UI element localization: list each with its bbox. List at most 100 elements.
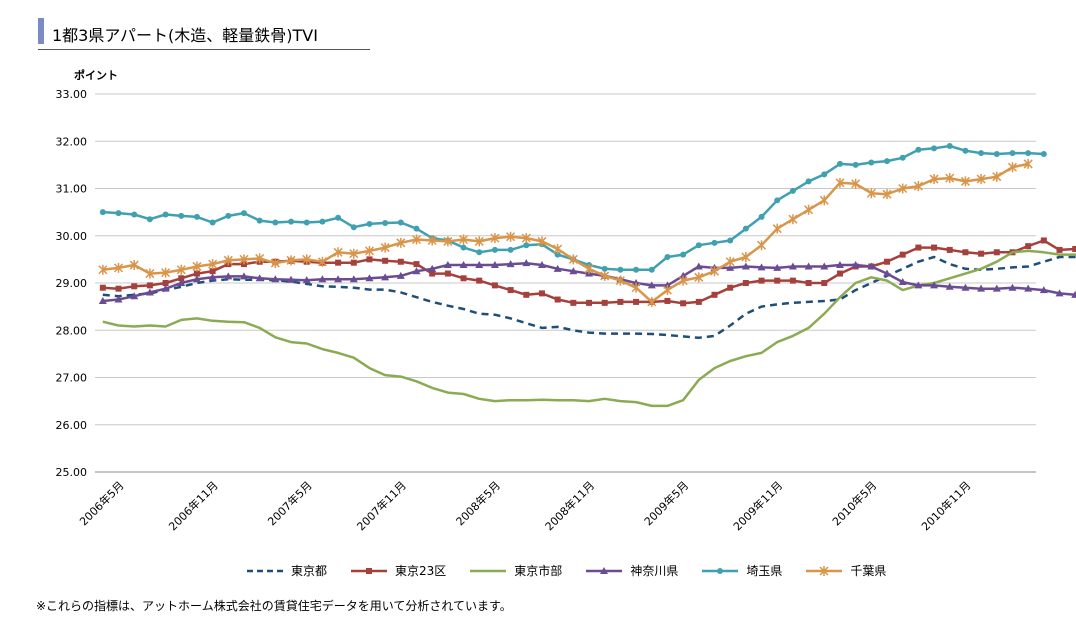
data-point <box>836 270 843 277</box>
data-point <box>805 178 812 185</box>
data-point <box>568 254 578 265</box>
data-point <box>178 275 185 282</box>
data-point <box>113 262 124 273</box>
data-point <box>302 254 312 265</box>
data-point <box>633 266 640 273</box>
data-point <box>633 298 640 305</box>
data-point <box>758 277 765 284</box>
data-point <box>523 291 530 298</box>
data-point <box>397 219 404 226</box>
data-point <box>773 263 782 271</box>
data-point <box>664 254 671 261</box>
y-tick-label: 26.00 <box>56 419 88 432</box>
data-point <box>883 269 892 277</box>
x-tick-label: 2009年5月 <box>641 478 691 528</box>
legend-swatch <box>806 565 843 576</box>
data-point <box>476 249 483 256</box>
data-point <box>554 296 561 303</box>
data-point <box>1025 243 1032 250</box>
data-point <box>427 235 437 246</box>
data-point <box>208 273 217 281</box>
data-point <box>412 267 421 275</box>
data-point <box>992 284 1001 292</box>
data-point <box>993 249 1000 256</box>
data-point <box>475 261 484 269</box>
data-point <box>962 147 969 154</box>
data-point <box>491 282 498 289</box>
data-point <box>380 242 390 253</box>
y-axis-label: ポイント <box>74 68 118 82</box>
data-point <box>474 236 484 247</box>
data-point <box>115 285 122 292</box>
data-point <box>774 277 781 284</box>
data-point <box>1009 150 1016 157</box>
data-point <box>569 267 578 275</box>
y-tick-label: 28.00 <box>56 324 88 337</box>
data-point <box>255 274 264 282</box>
chart-title: 1都3県アパート(木造、軽量鉄骨)TVI <box>52 26 318 45</box>
data-point <box>225 212 232 219</box>
data-point <box>631 282 641 293</box>
data-point <box>1007 162 1018 173</box>
y-tick-label: 27.00 <box>56 372 88 385</box>
data-point <box>884 258 891 265</box>
y-tick-label: 25.00 <box>56 466 88 479</box>
data-point <box>617 266 624 273</box>
y-tick-label: 30.00 <box>56 230 88 243</box>
data-point <box>537 261 546 269</box>
data-point <box>1040 151 1047 158</box>
data-point <box>600 566 609 574</box>
legend-item: 東京都 <box>245 562 327 579</box>
data-point <box>429 270 436 277</box>
legend-item: 千葉県 <box>804 562 886 579</box>
data-point <box>443 261 452 269</box>
data-point <box>695 298 702 305</box>
data-point <box>114 295 123 303</box>
title-underline <box>38 49 370 50</box>
series-path <box>102 162 1029 304</box>
data-point <box>961 283 970 291</box>
data-point <box>459 261 468 269</box>
data-point <box>899 154 906 161</box>
legend-swatch <box>702 567 739 574</box>
data-point <box>396 271 405 279</box>
data-point <box>914 281 923 289</box>
data-point <box>694 272 704 283</box>
data-point <box>898 278 907 286</box>
legend-label: 神奈川県 <box>630 564 679 578</box>
data-point <box>130 292 139 300</box>
data-point <box>272 219 279 226</box>
data-point <box>209 268 216 275</box>
data-point <box>366 567 373 574</box>
data-point <box>758 213 765 220</box>
data-point <box>256 217 263 224</box>
legend-swatch <box>247 569 283 572</box>
data-point <box>586 299 593 306</box>
x-tick-label: 2009年11月 <box>730 478 785 533</box>
data-point <box>443 236 453 247</box>
data-point <box>774 197 781 204</box>
data-point <box>1056 246 1063 253</box>
data-point <box>711 239 718 246</box>
data-point <box>223 255 233 266</box>
data-point <box>819 195 829 206</box>
data-point <box>177 279 186 286</box>
data-point <box>570 299 577 306</box>
data-point <box>1008 283 1017 291</box>
data-point <box>867 262 876 270</box>
data-point <box>866 188 876 199</box>
x-tick-label: 2008年5月 <box>453 478 503 528</box>
legend-item: 東京市部 <box>468 562 562 579</box>
data-point <box>1023 158 1033 169</box>
data-point <box>946 142 953 149</box>
data-point <box>145 288 154 296</box>
data-point <box>821 280 828 286</box>
data-point <box>349 248 359 259</box>
data-point <box>286 255 296 266</box>
data-point <box>366 220 373 227</box>
data-point <box>772 223 782 234</box>
data-point <box>662 285 672 296</box>
data-point <box>334 275 343 283</box>
data-point <box>717 567 724 574</box>
data-point <box>664 297 671 304</box>
